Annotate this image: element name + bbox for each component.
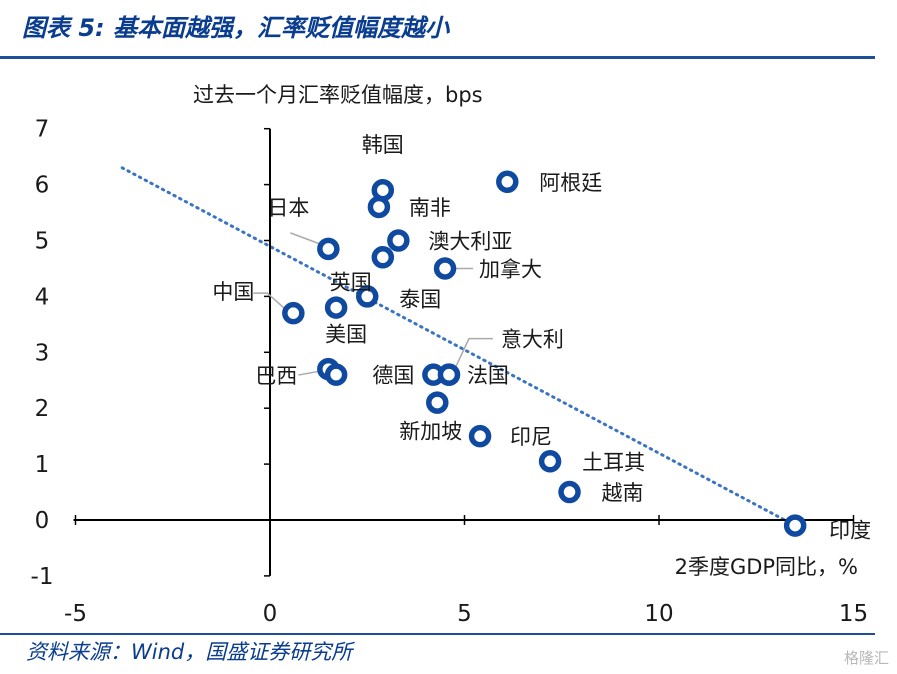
point-label: 印尼 bbox=[510, 425, 552, 449]
point-label: 土耳其 bbox=[582, 450, 645, 474]
x-tick-label: -5 bbox=[64, 601, 87, 627]
x-tick-label: 0 bbox=[263, 601, 278, 627]
trendline bbox=[120, 166, 797, 528]
data-point bbox=[468, 424, 492, 448]
data-point bbox=[282, 301, 305, 325]
y-axis-label: 过去一个月汇率贬值幅度，bps bbox=[193, 83, 483, 107]
point-label: 德国 bbox=[372, 364, 414, 388]
data-point bbox=[426, 391, 449, 414]
point-label: 韩国 bbox=[362, 133, 404, 157]
data-point bbox=[437, 363, 461, 386]
leader-line bbox=[298, 370, 321, 376]
point-label: 巴西 bbox=[255, 364, 297, 388]
y-tick-label: 7 bbox=[35, 117, 50, 143]
point-label: 新加坡 bbox=[399, 420, 462, 444]
leader-line bbox=[454, 337, 493, 369]
trendline-group bbox=[120, 166, 797, 528]
data-point bbox=[783, 514, 807, 537]
watermark: 格隆汇 bbox=[843, 649, 889, 667]
data-point bbox=[496, 170, 519, 194]
point-label: 日本 bbox=[267, 196, 309, 220]
y-tick-label: 3 bbox=[35, 340, 50, 366]
bottom-rule bbox=[0, 633, 875, 635]
tick-labels-group: -5 0 5 10 15 -1 0 1 2 3 4 5 6 7 bbox=[31, 117, 869, 627]
axes-group bbox=[73, 127, 855, 577]
data-point bbox=[367, 195, 391, 219]
point-label: 泰国 bbox=[399, 287, 441, 311]
y-tick-label: 2 bbox=[35, 396, 50, 422]
y-tick-label: 0 bbox=[35, 508, 50, 534]
title-rule bbox=[0, 56, 875, 59]
point-label: 法国 bbox=[467, 364, 509, 388]
y-tick-label: 4 bbox=[35, 284, 50, 310]
y-tick-label: -1 bbox=[31, 564, 54, 590]
y-tick-label: 6 bbox=[35, 173, 50, 199]
leader-lines-group bbox=[253, 232, 493, 376]
point-label: 中国 bbox=[212, 280, 254, 304]
data-point bbox=[538, 450, 562, 473]
data-point bbox=[324, 296, 348, 319]
x-tick-label: 10 bbox=[644, 601, 673, 627]
data-point bbox=[371, 246, 395, 269]
data-point bbox=[356, 285, 379, 308]
points-group bbox=[282, 170, 807, 537]
data-point bbox=[317, 237, 340, 261]
figure-title: 图表 5: 基本面越强，汇率贬值幅度越小 bbox=[22, 14, 450, 42]
point-label: 加拿大 bbox=[479, 257, 542, 281]
y-tick-label: 5 bbox=[35, 229, 50, 255]
y-tick-label: 1 bbox=[35, 452, 50, 478]
data-point bbox=[558, 480, 581, 504]
x-axis-label: 2季度GDP同比，% bbox=[675, 555, 858, 579]
x-tick-label: 15 bbox=[839, 601, 868, 627]
point-label: 阿根廷 bbox=[539, 171, 602, 195]
leader-line bbox=[253, 292, 286, 310]
point-label: 南非 bbox=[409, 196, 451, 220]
point-label: 英国 bbox=[330, 270, 372, 294]
point-label: 意大利 bbox=[501, 328, 564, 352]
data-point bbox=[433, 257, 457, 280]
data-point bbox=[387, 229, 410, 252]
point-label: 印度 bbox=[829, 519, 871, 543]
point-label: 澳大利亚 bbox=[428, 230, 512, 254]
point-label: 越南 bbox=[602, 481, 644, 505]
point-label: 美国 bbox=[325, 323, 367, 347]
leader-line bbox=[290, 232, 323, 246]
x-tick-label: 5 bbox=[457, 601, 472, 627]
data-point bbox=[324, 363, 348, 386]
source-note: 资料来源：Wind，国盛证券研究所 bbox=[26, 640, 353, 664]
